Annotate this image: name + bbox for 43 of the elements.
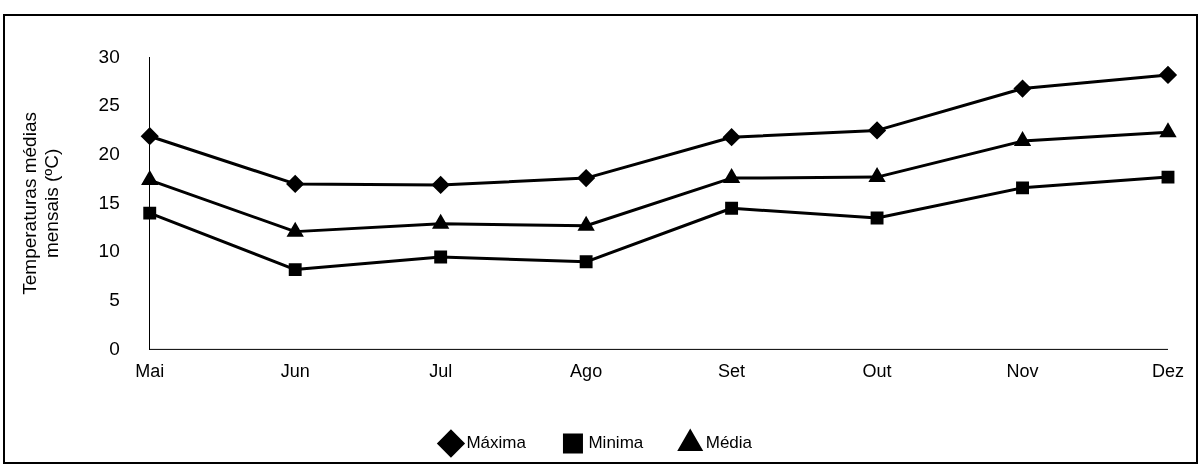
y-tick-label: 25: [98, 94, 120, 116]
point: [868, 121, 886, 139]
point: [1161, 170, 1175, 184]
x-tick-label: Ago: [570, 361, 603, 382]
point: [433, 215, 449, 229]
y-tick-label: 20: [98, 142, 120, 164]
point: [577, 169, 595, 187]
y-tick-label: 30: [98, 45, 120, 67]
point: [1159, 66, 1177, 84]
point: [725, 201, 739, 215]
point: [1014, 80, 1032, 98]
x-tick-label: Out: [862, 361, 892, 382]
x-tick-label: Nov: [1006, 361, 1039, 382]
point: [1016, 181, 1029, 195]
point: [578, 217, 594, 231]
point: [434, 250, 448, 264]
point: [287, 223, 303, 237]
point: [286, 175, 304, 193]
x-tick-label: Set: [718, 361, 746, 382]
point: [141, 127, 159, 145]
point: [432, 176, 450, 194]
point: [142, 171, 158, 186]
point: [143, 206, 157, 220]
legend-label: Máxima: [466, 433, 527, 453]
x-tick-label: Mai: [135, 361, 165, 382]
y-tick-label: 15: [98, 191, 120, 213]
point: [724, 169, 740, 184]
y-axis-title: Temperaturas médias mensais (ºC): [18, 112, 63, 295]
point: [723, 128, 741, 146]
legend-label: Média: [705, 433, 753, 453]
y-tick-label: 5: [109, 288, 120, 310]
x-tick-label: Jul: [429, 361, 453, 382]
point: [1160, 123, 1176, 138]
x-tick-label: Dez: [1151, 361, 1184, 382]
point: [579, 255, 593, 269]
point: [1014, 132, 1031, 147]
point: [870, 211, 884, 225]
point: [288, 263, 302, 277]
point: [869, 168, 885, 183]
y-tick-label: 10: [98, 240, 120, 262]
x-tick-label: Jun: [280, 361, 310, 382]
y-tick-label: 0: [109, 337, 120, 359]
legend-label: Minima: [588, 433, 644, 453]
